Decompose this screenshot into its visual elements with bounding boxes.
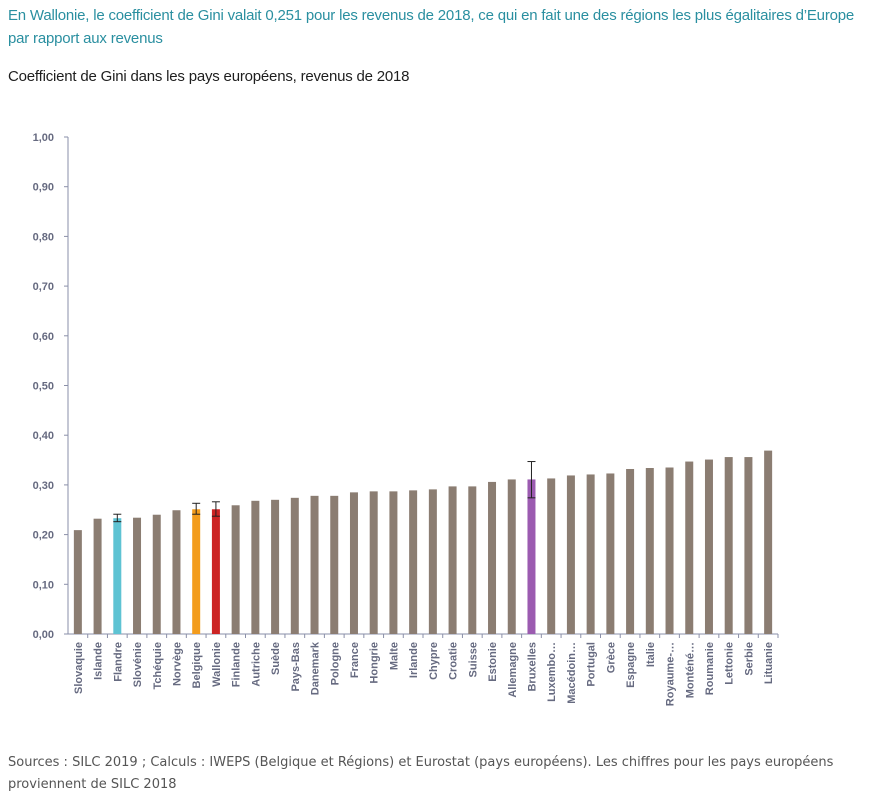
x-tick-label: France: [349, 642, 361, 678]
bar: [251, 500, 260, 634]
bar: [389, 491, 398, 634]
x-tick-label: Norvège: [171, 642, 183, 686]
bar: [113, 518, 122, 634]
bar: [527, 479, 536, 634]
bar: [349, 492, 358, 634]
y-tick-label: 0,80: [33, 231, 54, 243]
bar: [488, 481, 497, 634]
bar: [330, 495, 339, 634]
y-tick-label: 0,00: [33, 629, 54, 641]
x-tick-label: Bruxelles: [526, 642, 538, 692]
y-tick-label: 0,70: [33, 281, 54, 293]
x-tick-label: Grèce: [605, 642, 617, 673]
x-tick-label: Pays-Bas: [290, 642, 302, 692]
x-tick-label: Slovaquie: [73, 642, 85, 694]
bar: [192, 509, 201, 634]
bar: [626, 468, 635, 634]
y-tick-label: 0,10: [33, 579, 54, 591]
x-tick-label: Chypre: [428, 642, 440, 680]
x-tick-label: Portugal: [586, 642, 598, 687]
bar: [211, 509, 220, 634]
x-tick-label: Irlande: [408, 642, 420, 678]
bar: [468, 486, 477, 634]
x-tick-label: Slovénie: [132, 642, 144, 687]
y-tick-label: 0,60: [33, 331, 54, 343]
bar: [448, 486, 457, 634]
x-tick-label: Tchéquie: [152, 642, 164, 689]
bar: [685, 461, 694, 634]
x-tick-label: Hongrie: [369, 642, 381, 684]
bar: [290, 497, 299, 634]
source-note: Sources : SILC 2019 ; Calculs : IWEPS (B…: [8, 755, 834, 792]
bar: [665, 467, 674, 634]
bar: [724, 457, 733, 634]
x-tick-label: Malte: [388, 642, 400, 670]
x-tick-label: Royaume-…: [665, 642, 677, 706]
y-tick-label: 0,30: [33, 480, 54, 492]
bar: [764, 450, 773, 634]
chart-headline: En Wallonie, le coefficient de Gini vala…: [8, 7, 855, 47]
bar: [231, 505, 240, 634]
chart-svg: 0,00 0,10 0,20 0,30 0,40 0,50 0,60 0,70 0,80 0,90…: [33, 132, 779, 706]
bar: [744, 457, 753, 634]
gini-bar-chart: 0,00 0,10 0,20 0,30 0,40 0,50 0,60 0,70 0,80 0,90…: [0, 110, 873, 730]
bar: [133, 517, 142, 634]
bar: [310, 495, 319, 634]
x-tick-label: Estonie: [487, 642, 499, 682]
bar: [172, 510, 181, 634]
x-tick-label: Allemagne: [507, 642, 519, 698]
chart-subtitle: Coefficient de Gini dans les pays europé…: [8, 68, 410, 85]
x-tick-label: Islande: [93, 642, 105, 680]
y-tick-label: 1,00: [33, 132, 54, 144]
x-tick-label: Lettonie: [724, 642, 736, 685]
bar: [547, 478, 556, 634]
y-tick-label: 0,40: [33, 430, 54, 442]
bar: [645, 468, 654, 634]
x-tick-label: Suisse: [467, 642, 479, 677]
bar: [704, 459, 713, 634]
y-tick-label: 0,50: [33, 381, 54, 393]
y-tick-label: 0,90: [33, 182, 54, 194]
bar: [586, 474, 595, 634]
x-tick-label: Suède: [270, 642, 282, 675]
bar: [93, 518, 102, 634]
x-tick-label: Lituanie: [763, 642, 775, 684]
x-tick-label: Macédoin…: [566, 642, 578, 704]
x-tick-label: Finlande: [231, 642, 243, 687]
x-tick-label: Pologne: [329, 642, 341, 685]
x-tick-label: Espagne: [625, 642, 637, 688]
bar: [428, 489, 437, 634]
x-tick-label: Luxembo…: [546, 642, 558, 702]
bar: [566, 475, 575, 634]
x-tick-label: Serbie: [743, 642, 755, 676]
x-tick-label: Wallonie: [211, 642, 223, 687]
x-tick-label: Autriche: [250, 642, 262, 687]
bar: [507, 479, 516, 634]
x-tick-label: Flandre: [112, 642, 124, 682]
bar: [152, 514, 161, 634]
x-tick-label: Monténé…: [684, 642, 696, 698]
x-tick-label: Danemark: [310, 641, 322, 695]
bar: [606, 473, 615, 634]
y-tick-label: 0,20: [33, 530, 54, 542]
bar: [369, 491, 378, 634]
bar: [409, 490, 418, 634]
bar: [73, 530, 82, 634]
x-tick-label: Belgique: [191, 642, 203, 688]
bar: [271, 499, 280, 634]
x-tick-label: Roumanie: [704, 642, 716, 695]
x-tick-label: Croatie: [448, 642, 460, 680]
x-tick-label: Italie: [645, 642, 657, 667]
